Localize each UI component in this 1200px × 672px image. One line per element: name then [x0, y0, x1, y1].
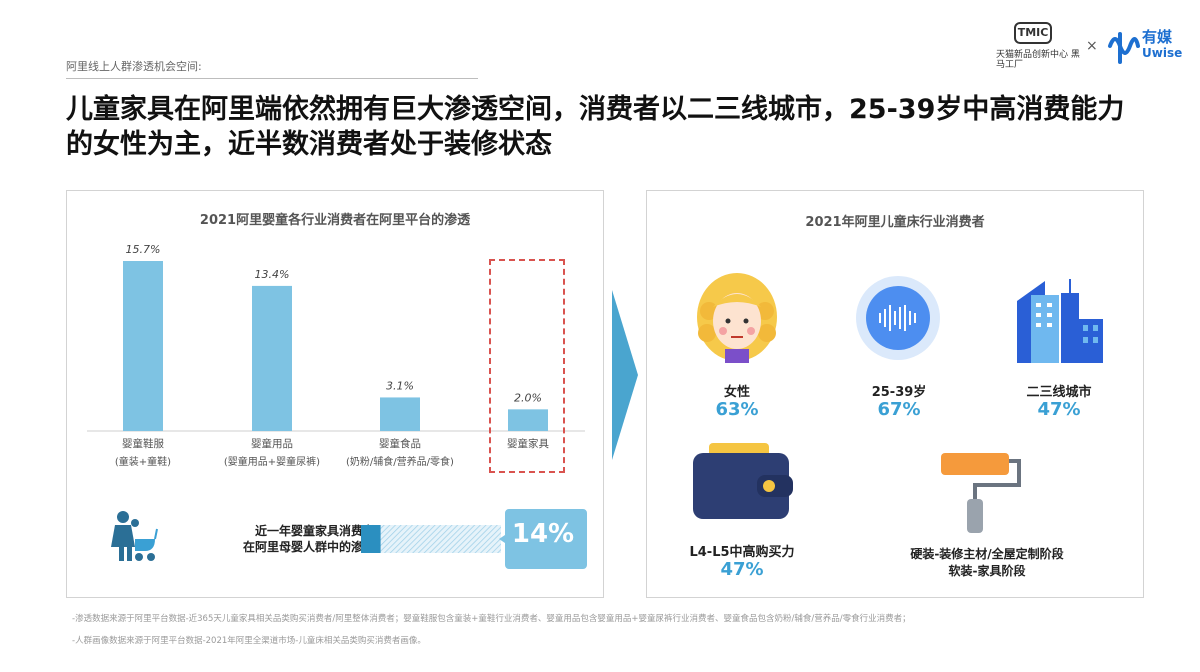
- right-arrow-icon: [612, 290, 638, 460]
- bar-value-label-1: 13.4%: [255, 268, 290, 281]
- female-avatar-icon: [697, 273, 777, 363]
- age-sound-wave-icon: [856, 276, 940, 360]
- chart-title: 2021阿里婴童各行业消费者在阿里平台的渗透: [199, 213, 471, 228]
- progress-bar-fill: [361, 525, 381, 553]
- consumer-value-female: 63%: [715, 399, 759, 420]
- mother-stroller-icon: [111, 511, 158, 561]
- category-sublabel-1: (婴童用品+婴童尿裤): [224, 455, 320, 468]
- bar-chart: 15.7% 婴童鞋服 (童装+童鞋) 13.4% 婴童用品 (婴童用品+婴童尿裤) 3.1%…: [87, 243, 585, 468]
- consumer-value-age: 67%: [877, 399, 921, 420]
- penetration-stat-text: 近一年婴童家具消费者 在阿里母婴人群中的渗透: [185, 523, 375, 555]
- renovation-stage-line2: 软装-家具阶段: [948, 564, 1026, 578]
- uwise-logo-en: Uwise: [1142, 46, 1183, 60]
- category-label-1: 婴童用品: [251, 437, 293, 450]
- category-label-0: 婴童鞋服: [122, 437, 164, 450]
- consumer-label-renovation-stage: 硬装-装修主材/全屋定制阶段 软装-家具阶段: [857, 545, 1117, 579]
- consumer-label-purchasing-power: L4-L5中高购买力: [689, 545, 795, 560]
- city-buildings-icon: [1017, 279, 1103, 363]
- bar-1: [252, 285, 292, 431]
- consumer-panel-title: 2021年阿里儿童床行业消费者: [805, 215, 985, 230]
- stat-bubble-shape: [499, 509, 587, 569]
- category-sublabel-0: (童装+童鞋): [115, 455, 171, 468]
- bar-2: [380, 397, 420, 431]
- highlight-dashed-box: [489, 259, 565, 473]
- consumer-label-city: 二三线城市: [1026, 385, 1092, 400]
- consumer-profile-panel: 2021年阿里儿童床行业消费者 女性 63% 25-39岁 67%: [646, 190, 1144, 598]
- stat-text-line2: 在阿里母婴人群中的渗透: [242, 540, 375, 554]
- category-label-3: 婴童家具: [507, 437, 549, 450]
- paint-roller-icon: [941, 453, 1021, 533]
- stat-text-line1: 近一年婴童家具消费者: [254, 524, 375, 538]
- category-label-2: 婴童食品: [379, 437, 421, 450]
- footnote-penetration-source: -渗透数据来源于阿里平台数据-近365天儿童家具相关品类购买消费者/阿里整体消费…: [72, 614, 911, 624]
- section-label: 阿里线上人群渗透机会空间:: [66, 60, 202, 73]
- bar-value-label-2: 3.1%: [386, 379, 414, 392]
- category-sublabel-2: (奶粉/辅食/营养品/零食): [346, 455, 454, 468]
- consumer-value-purchasing-power: 47%: [720, 559, 764, 580]
- partner-logos: TMIC 天猫新品创新中心 黑马工厂 × 有媒 Uwise: [990, 18, 1190, 70]
- consumer-value-city: 47%: [1037, 399, 1081, 420]
- consumer-label-age: 25-39岁: [871, 385, 927, 400]
- footnote-profile-source: -人群画像数据来源于阿里平台数据-2021年阿里全渠道市场-儿童床相关品类购买消…: [72, 636, 426, 646]
- logo-cross-sign: ×: [1086, 38, 1098, 54]
- tmic-logo-subtitle: 天猫新品创新中心 黑马工厂: [996, 50, 1080, 70]
- uwise-wave-icon: [1108, 32, 1140, 64]
- page-headline: 儿童家具在阿里端依然拥有巨大渗透空间，消费者以二三线城市，25-39岁中高消费能…: [66, 94, 1125, 160]
- penetration-progress-bar: [361, 525, 501, 553]
- bar-value-label-3: 2.0%: [514, 391, 542, 404]
- consumer-label-female: 女性: [723, 385, 750, 400]
- penetration-chart-panel: 2021阿里婴童各行业消费者在阿里平台的渗透 15.7% 婴童鞋服 (童装+童鞋) 1…: [66, 190, 604, 598]
- renovation-stage-line1: 硬装-装修主材/全屋定制阶段: [910, 547, 1064, 561]
- bar-value-label-0: 15.7%: [126, 243, 161, 256]
- wallet-icon: [693, 443, 793, 519]
- penetration-stat-value: 14%: [511, 519, 575, 549]
- uwise-logo-cn: 有媒: [1142, 28, 1173, 46]
- bar-3: [508, 409, 548, 431]
- bar-0: [123, 261, 163, 431]
- section-divider: [66, 78, 478, 79]
- tmic-logo: TMIC: [1014, 22, 1052, 44]
